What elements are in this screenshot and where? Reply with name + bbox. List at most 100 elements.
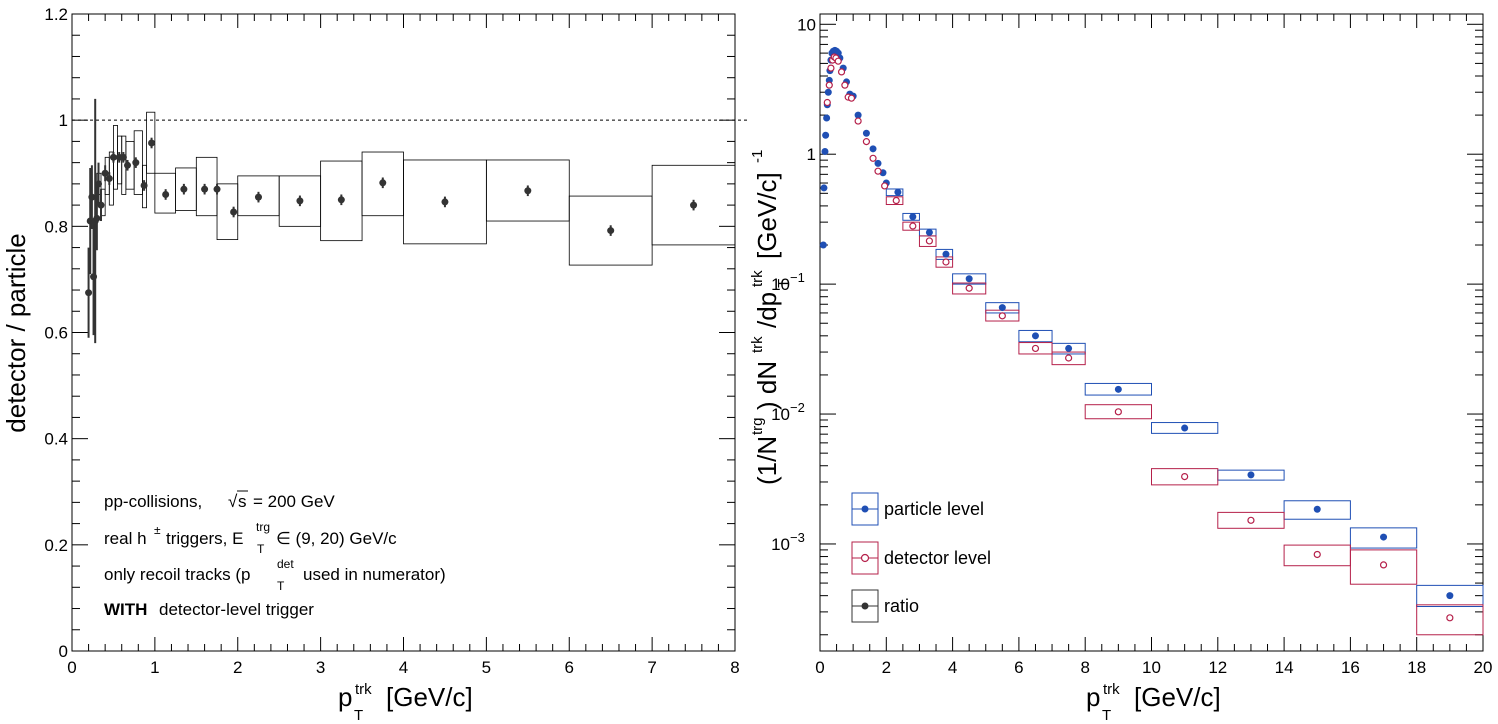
svg-text:T: T [257, 542, 265, 556]
particle-level-point [909, 213, 917, 221]
left-panel: 0 1 2 3 4 5 6 7 8 0 0.2 0.4 0.6 0.8 1 1.2 detector / pa… [1, 5, 749, 724]
svg-text:detector level: detector level [884, 548, 991, 568]
legend-entry-ratio: ratio [851, 589, 919, 623]
annotation-triggers: real h ± triggers, E trg T ∈ (9, 20) GeV… [104, 520, 397, 556]
detector-level-point [892, 196, 900, 205]
svg-text:s: s [238, 492, 247, 511]
svg-text:trk: trk [1103, 681, 1120, 698]
detector-level-point [1031, 344, 1040, 353]
particle-level-point [862, 129, 870, 137]
y-tick-label: 10 −1 [771, 270, 805, 294]
ratio-point [109, 153, 117, 161]
particle-level-point [1031, 332, 1039, 340]
detector-level-point [998, 312, 1006, 320]
systematic-box [1151, 422, 1219, 434]
systematic-box [1018, 342, 1053, 355]
right-y-axis-title: (1/N trg ) dN trk /dp trk T [GeV/c] -1 [749, 150, 792, 485]
systematic-box [1283, 500, 1351, 520]
x-tick-label: 6 [1014, 658, 1023, 677]
svg-text:∈ (9, 20) GeV/c: ∈ (9, 20) GeV/c [276, 529, 397, 548]
ratio-point [93, 214, 101, 222]
detector-level-point [1379, 561, 1388, 569]
detector-level-point [965, 284, 973, 292]
svg-text:used in numerator): used in numerator) [303, 565, 446, 584]
svg-text:= 200 GeV: = 200 GeV [253, 492, 335, 511]
y-tick-label: 0 [59, 642, 68, 661]
detector-level-point [1114, 408, 1122, 416]
detector-level-point [881, 182, 889, 190]
annotation-collisions: pp-collisions, √ s = 200 GeV [104, 490, 335, 511]
y-tick-label-exponent: −3 [790, 530, 805, 545]
detector-level-point [874, 167, 882, 175]
ratio-point [607, 227, 615, 235]
systematic-box [1084, 382, 1152, 396]
annotation-recoil-tracks: only recoil tracks (p det T used in nume… [104, 557, 446, 593]
detector-level-point [854, 117, 862, 125]
svg-text:triggers, E: triggers, E [166, 529, 243, 548]
svg-text:trk: trk [355, 681, 372, 698]
x-tick-label: 4 [399, 658, 408, 677]
x-tick-label: 8 [730, 658, 739, 677]
x-tick-label: 16 [1341, 658, 1360, 677]
svg-text:detector-level trigger: detector-level trigger [159, 600, 314, 619]
particle-level-point [820, 184, 828, 192]
ratio-point [524, 187, 532, 195]
left-plot-frame [71, 13, 736, 652]
y-tick-label: 0.8 [44, 217, 68, 236]
x-tick-label: 2 [233, 658, 242, 677]
ratio-point [97, 201, 105, 209]
svg-text:T: T [1102, 707, 1111, 724]
y-tick-label: 1 [59, 111, 68, 130]
left-x-axis-title: p trk T [GeV/c] [338, 681, 473, 724]
svg-text:particle level: particle level [884, 499, 984, 519]
detector-level-point [909, 222, 917, 230]
x-tick-label: 12 [1208, 658, 1227, 677]
particle-level-point [823, 114, 831, 122]
systematic-box [1084, 404, 1152, 420]
ratio-point [201, 185, 209, 193]
particle-level-point [869, 145, 877, 153]
detector-level-point [841, 81, 849, 89]
particle-level-point [925, 228, 933, 236]
particle-level-point [1247, 471, 1255, 479]
systematic-box [1151, 468, 1219, 486]
x-tick-label: 0 [67, 658, 76, 677]
detector-level-point [925, 237, 933, 245]
ratio-point [162, 190, 170, 198]
detector-level-point [1313, 550, 1321, 559]
svg-text:[GeV/c]: [GeV/c] [1134, 682, 1221, 712]
ratio-point [124, 161, 132, 169]
x-tick-label: 5 [482, 658, 491, 677]
svg-text:only recoil tracks (p: only recoil tracks (p [104, 565, 250, 584]
y-tick-label-exponent: −1 [790, 270, 805, 285]
systematic-box [885, 188, 904, 197]
particle-level-point [819, 241, 827, 249]
annotation-trigger-level: WITH detector-level trigger [104, 600, 314, 619]
particle-level-point [822, 131, 830, 139]
svg-text:pp-collisions,: pp-collisions, [104, 492, 202, 511]
y-tick-label-base: 10 [771, 405, 790, 424]
ratio-point [119, 153, 127, 161]
ratio-point [132, 159, 140, 167]
systematic-box [902, 212, 920, 221]
particle-level-point [965, 275, 973, 283]
left-axis-ticks: 0 1 2 3 4 5 6 7 8 0 0.2 0.4 0.6 0.8 1 1.2 [44, 5, 739, 677]
systematic-box [902, 221, 920, 231]
particle-level-point [1181, 424, 1189, 432]
detector-level-point [1181, 472, 1189, 481]
legend-entry-detector-level: detector level [851, 541, 991, 575]
svg-text:/dp: /dp [752, 292, 782, 328]
x-tick-label: 10 [1142, 658, 1161, 677]
svg-text:trk: trk [749, 336, 766, 353]
particle-level-point [1065, 344, 1073, 352]
x-tick-label: 6 [565, 658, 574, 677]
systematic-box [1416, 604, 1484, 636]
x-tick-label: 2 [882, 658, 891, 677]
detector-level-point [837, 68, 846, 76]
ratio-point [337, 196, 345, 204]
left-y-axis-title: detector / particle [1, 233, 31, 432]
detector-level-point [869, 154, 877, 162]
svg-text:trg: trg [256, 520, 270, 534]
y-tick-label-base: 10 [771, 275, 790, 294]
